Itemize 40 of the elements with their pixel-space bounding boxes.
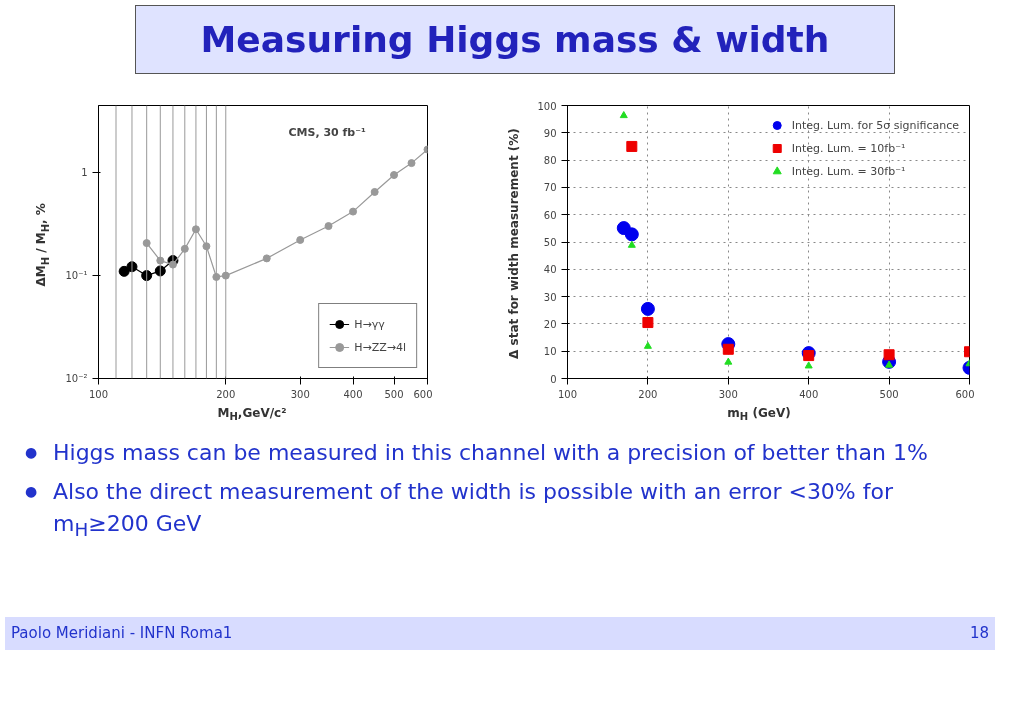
x-tick-label: 400 xyxy=(799,388,819,400)
y-tick-label: 100 xyxy=(537,100,557,112)
y-axis-title: Δ stat for width measurement (%) xyxy=(506,127,523,361)
y-tick-label: 30 xyxy=(543,291,557,303)
x-tick-label: 500 xyxy=(879,388,899,400)
x-tick-label: 200 xyxy=(216,388,236,400)
annotation: CMS, 30 fb⁻¹ xyxy=(288,125,367,139)
x-tick-label: 600 xyxy=(955,388,975,400)
y-tick-label: 90 xyxy=(543,127,557,139)
y-tick-label: 80 xyxy=(543,155,557,167)
y-tick-label: 40 xyxy=(543,264,557,276)
y-tick-label: 10⁻² xyxy=(65,373,88,384)
text: ● Also the direct measurement of the width is possible with an error <30% for m$_{H}$≥200 GeV xyxy=(25,478,895,543)
x-axis-title: M$_{H}$,GeV/c² xyxy=(216,405,288,425)
text: Measuring Higgs mass & width xyxy=(135,5,895,75)
x-tick-label: 100 xyxy=(557,388,578,400)
legend-label: H→ZZ→4l xyxy=(354,340,406,354)
text: Paolo Meridiani - INFN Roma1 xyxy=(11,623,233,644)
y-tick-label: 60 xyxy=(543,209,557,221)
y-tick-label: 70 xyxy=(543,182,557,194)
text: 18 xyxy=(969,623,989,644)
x-tick-label: 600 xyxy=(413,388,433,400)
y-tick-label: 1 xyxy=(81,167,88,179)
y-tick-label: 20 xyxy=(543,318,557,330)
text: ● Higgs mass can be measured in this channel with a precision of better than 1% xyxy=(25,439,928,467)
legend-label: Integ. Lum. for 5σ significance xyxy=(791,118,959,132)
x-tick-label: 300 xyxy=(718,388,738,400)
y-tick-label: 10 xyxy=(543,346,557,358)
x-tick-label: 500 xyxy=(384,388,404,400)
x-tick-label: 100 xyxy=(88,388,109,400)
x-tick-label: 200 xyxy=(638,388,658,400)
legend-label: H→γγ xyxy=(354,317,385,331)
x-axis-title: m$_{H}$ (GeV) xyxy=(726,405,792,425)
y-tick-label: 50 xyxy=(543,237,557,248)
legend-label: Integ. Lum. = 30fb⁻¹ xyxy=(791,164,906,178)
x-tick-label: 300 xyxy=(290,388,310,400)
legend-label: Integ. Lum. = 10fb⁻¹ xyxy=(791,141,906,155)
y-tick-label: 10⁻¹ xyxy=(65,270,88,282)
x-tick-label: 400 xyxy=(343,388,363,400)
y-tick-label: 0 xyxy=(550,373,557,385)
